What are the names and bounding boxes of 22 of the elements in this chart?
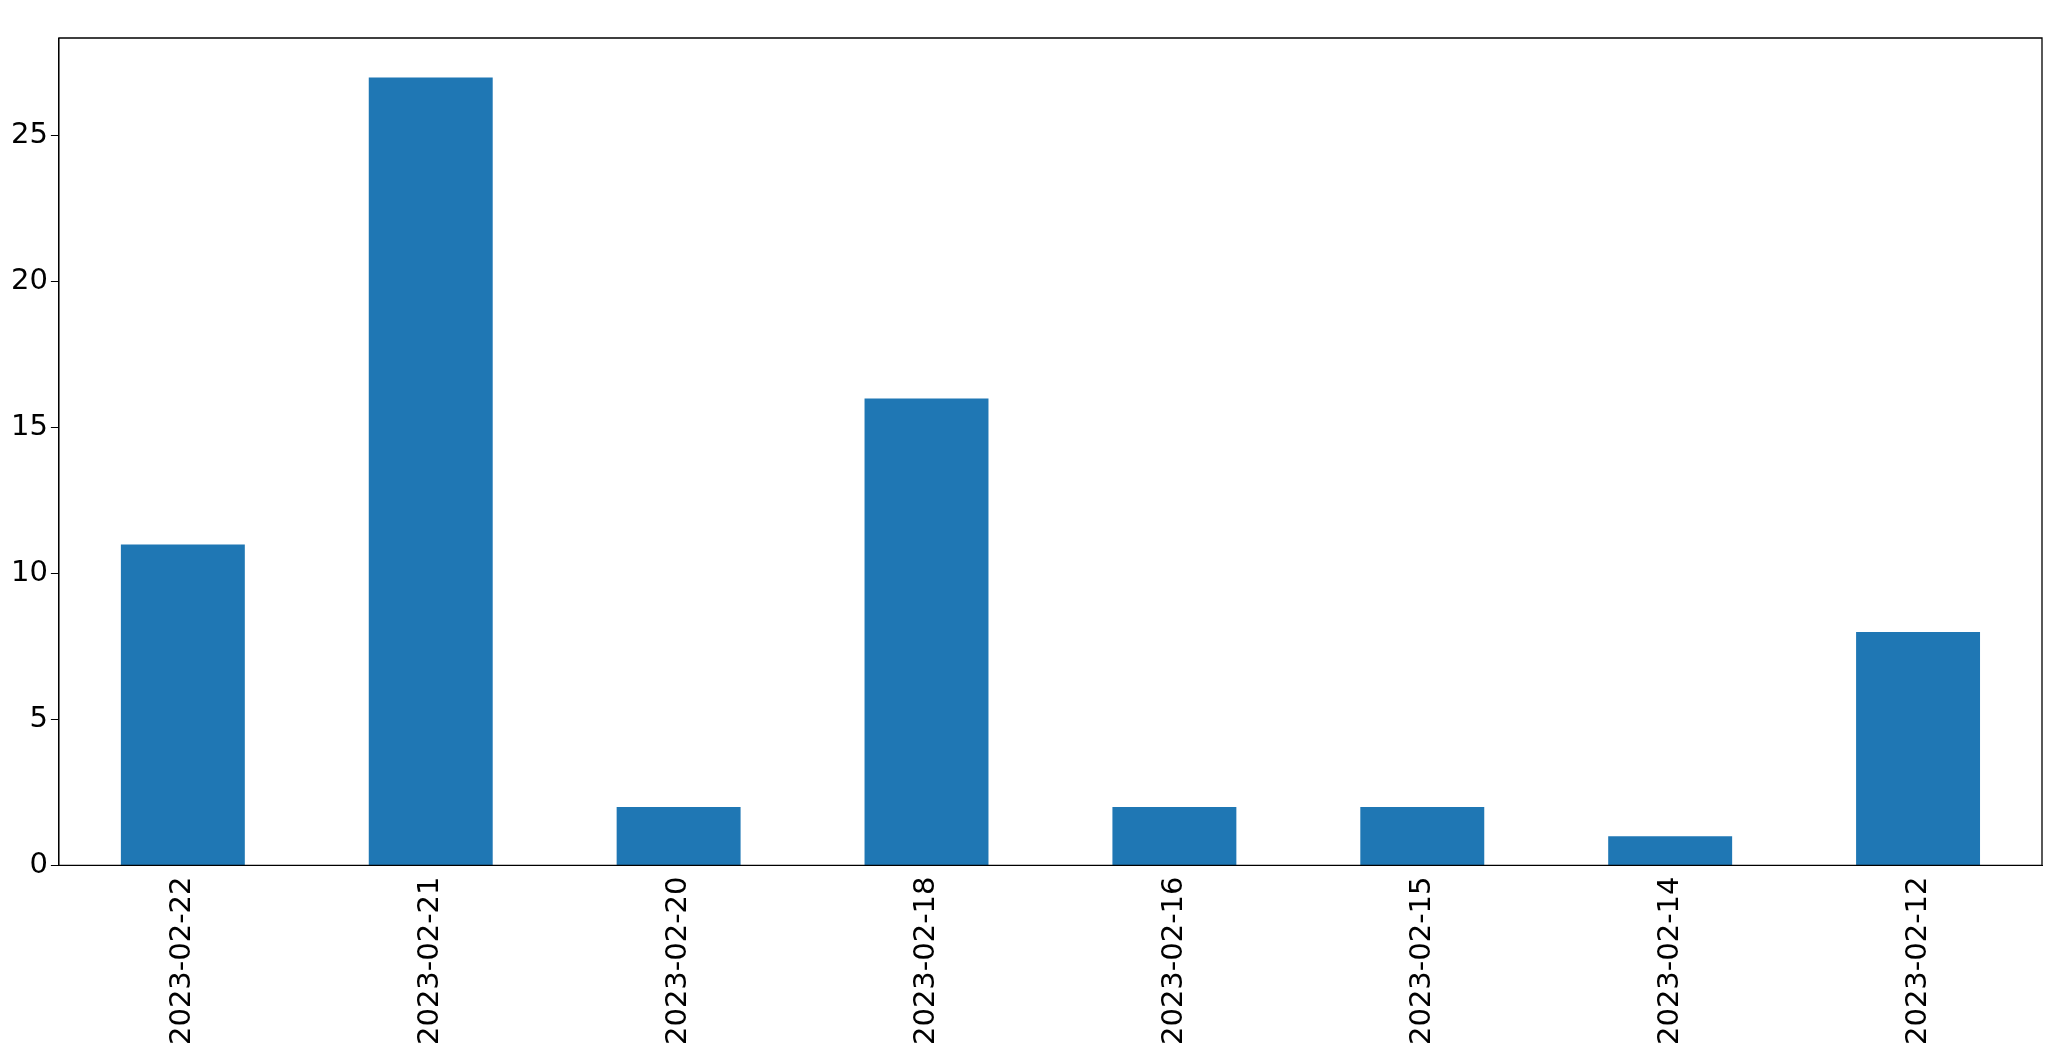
y-tick-label: 20: [11, 262, 48, 297]
bar: [1360, 807, 1485, 865]
bar: [120, 544, 245, 865]
y-tick-label: 0: [29, 846, 48, 880]
bar: [1856, 631, 1981, 865]
bar: [1112, 807, 1237, 865]
y-tick-label: 15: [11, 408, 48, 443]
x-tick-label: 2023-02-14: [1650, 876, 1685, 1046]
x-tick-label: 2023-02-18: [907, 876, 942, 1046]
y-tick-label: 5: [29, 700, 48, 735]
bar: [616, 807, 741, 865]
x-tick-label: 2023-02-22: [163, 876, 198, 1046]
y-tick-label: 10: [11, 554, 48, 589]
bar: [368, 77, 493, 865]
bar: [864, 398, 989, 865]
x-tick-label: 2023-02-21: [411, 876, 446, 1046]
y-tick-label: 25: [11, 116, 48, 151]
x-tick-label: 2023-02-15: [1402, 876, 1437, 1046]
x-tick-label: 2023-02-12: [1898, 876, 1933, 1046]
bar: [1608, 836, 1733, 865]
x-tick-label: 2023-02-16: [1154, 876, 1189, 1046]
x-tick-label: 2023-02-20: [659, 876, 694, 1046]
